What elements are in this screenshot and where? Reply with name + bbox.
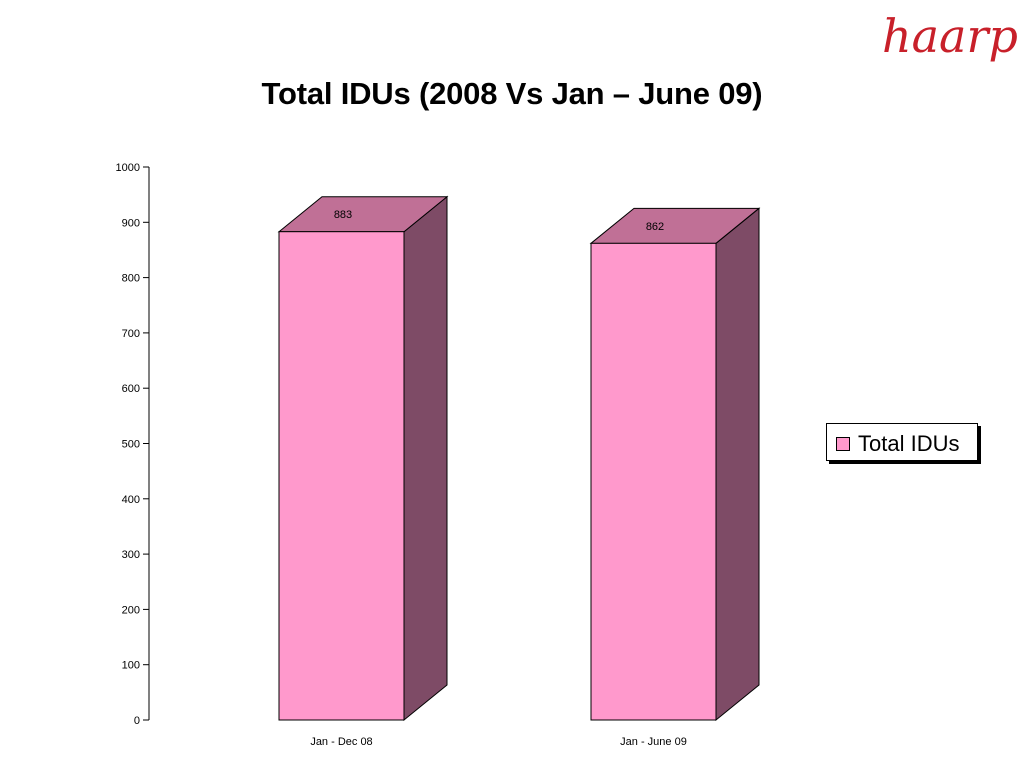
legend: Total IDUs xyxy=(826,423,978,461)
bar-value-label: 862 xyxy=(646,221,664,233)
legend-swatch xyxy=(836,437,850,451)
y-tick-label: 900 xyxy=(122,217,140,229)
bar-value-label: 883 xyxy=(334,209,352,221)
y-tick-label: 700 xyxy=(122,328,140,340)
bar-front xyxy=(590,242,717,721)
y-tick-label: 600 xyxy=(122,383,140,395)
y-tick-label: 800 xyxy=(122,273,140,285)
legend-label: Total IDUs xyxy=(858,431,960,456)
y-axis: 0 100 200 300 400 500 600 700 800 900 1000 xyxy=(116,162,150,727)
y-tick-label: 200 xyxy=(122,604,140,616)
bar-front xyxy=(278,231,405,721)
bar: 883 xyxy=(277,195,449,722)
haarp-logo: haarp xyxy=(882,9,1018,63)
logo-text: haarp xyxy=(882,9,1018,63)
category-label: Jan - June 09 xyxy=(620,736,687,748)
x-axis-labels: Jan - Dec 08 Jan - June 09 xyxy=(310,736,687,748)
bar-side xyxy=(715,207,760,722)
y-tick-label: 400 xyxy=(122,494,140,506)
y-tick-label: 100 xyxy=(122,660,140,672)
y-tick-label: 300 xyxy=(122,549,140,561)
bars: 883 862 xyxy=(277,195,761,722)
chart-title: Total IDUs (2008 Vs Jan – June 09) xyxy=(261,76,763,111)
y-tick-label: 1000 xyxy=(116,162,140,174)
bar-side xyxy=(403,195,448,722)
y-tick-label: 500 xyxy=(122,439,140,451)
bar: 862 xyxy=(589,207,761,722)
y-tick-label: 0 xyxy=(134,715,140,727)
category-label: Jan - Dec 08 xyxy=(310,736,372,748)
